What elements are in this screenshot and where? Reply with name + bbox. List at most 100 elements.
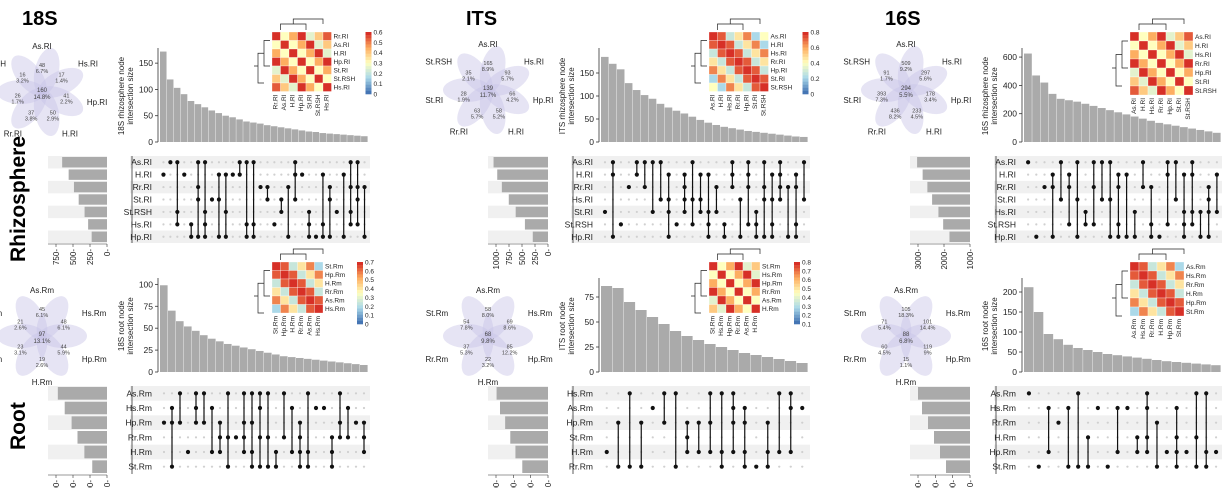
matrix-dot-inactive — [619, 210, 623, 214]
venn-petal — [484, 84, 530, 115]
heatmap-cell — [1156, 85, 1167, 96]
matrix-dot-inactive — [1084, 198, 1087, 201]
heatmap-row-label: H.RI — [334, 50, 347, 57]
color-scale-tick-label: 0.8 — [811, 30, 820, 37]
matrix-dot-inactive — [273, 161, 276, 164]
matrix-dot-inactive — [1133, 198, 1136, 201]
venn-petal — [485, 324, 533, 348]
venn-set-label: Rr.RI — [4, 129, 22, 138]
venn-petal-percent: 5.4% — [878, 326, 891, 332]
matrix-dot-inactive — [169, 223, 172, 226]
matrix-row-stripe — [994, 205, 1222, 219]
matrix-dot-inactive — [1047, 465, 1050, 468]
heatmap-cell — [1129, 67, 1140, 78]
matrix-dot-inactive — [162, 465, 166, 468]
heatmap-column-label: H.Rm — [752, 316, 759, 333]
intersection-bar — [250, 122, 257, 142]
set-size-bar — [918, 387, 970, 400]
intersection-bar — [201, 107, 209, 142]
matrix-dot-inactive — [335, 235, 338, 238]
matrix-dot-inactive — [1136, 406, 1139, 410]
matrix-dot-active — [634, 160, 639, 165]
matrix-dot-active — [618, 222, 624, 227]
intersection-bar — [681, 336, 693, 372]
matrix-set-label: Rr.RI — [574, 182, 593, 192]
color-scale-step — [365, 59, 372, 64]
heatmap-cell — [280, 40, 290, 50]
venn-petal-count: 165 — [483, 61, 492, 67]
venn-petal — [903, 324, 951, 348]
intersection-bar — [1181, 362, 1192, 372]
intersection-bar — [688, 116, 697, 142]
color-scale-step — [802, 41, 809, 45]
intersection-bar — [180, 94, 188, 142]
matrix-dot-inactive — [1027, 210, 1030, 214]
color-scale-step — [794, 320, 800, 325]
matrix-dot-inactive — [1136, 465, 1139, 468]
intersection-bar — [200, 335, 208, 372]
heatmap-column-label: St.RSH — [761, 94, 768, 116]
heatmap-cell — [751, 82, 761, 92]
matrix-dot-inactive — [202, 465, 206, 468]
intersection-bar — [222, 115, 229, 142]
set-size-bar — [62, 157, 107, 168]
matrix-dot-inactive — [731, 235, 734, 238]
matrix-dot-inactive — [755, 185, 758, 189]
matrix-dot-inactive — [802, 235, 806, 238]
heatmap-cell — [288, 31, 298, 41]
heatmap-cell — [1165, 76, 1176, 87]
heatmap-cell — [314, 287, 324, 297]
intersection-bar — [248, 349, 256, 372]
venn-petal-count: 26 — [15, 94, 21, 100]
intersection-bar — [354, 135, 361, 142]
color-scale-step — [794, 274, 800, 278]
matrix-dot-inactive — [210, 235, 214, 238]
heatmap-cell — [1174, 58, 1185, 69]
venn-petal-count: 105 — [901, 307, 910, 313]
venn-set-label: St.RSH — [0, 59, 6, 68]
heatmap-cell — [1147, 58, 1158, 69]
matrix-dot-inactive — [178, 450, 182, 454]
set-size-bar — [84, 206, 107, 218]
matrix-dot-inactive — [663, 465, 666, 468]
venn-set-label: As.RI — [478, 40, 498, 49]
matrix-dot-active — [1099, 160, 1105, 165]
venn-petal-count: 178 — [926, 92, 935, 98]
intersection-bar — [728, 128, 736, 142]
matrix-dot-inactive — [183, 235, 186, 238]
heatmap-cell — [271, 65, 281, 75]
matrix-dot-inactive — [709, 465, 712, 468]
heatmap-cell — [280, 74, 290, 84]
column-dendrogram — [717, 248, 761, 260]
matrix-set-label: St.RSH — [565, 219, 593, 229]
matrix-dot-inactive — [1191, 235, 1194, 238]
heatmap-cell — [717, 304, 727, 314]
heatmap-row-label: St.Rm — [325, 263, 343, 270]
intersection-bar — [768, 133, 776, 142]
matrix-dot-inactive — [697, 392, 700, 395]
heatmap-cell — [751, 31, 761, 41]
heatmap-cell — [1129, 31, 1140, 42]
matrix-dot-inactive — [183, 161, 186, 164]
y-tick-label: 100 — [139, 84, 153, 94]
matrix-dot-active — [1173, 160, 1178, 165]
venn-set-label: St.RI — [425, 96, 443, 105]
intersection-bar — [272, 354, 280, 372]
matrix-set-label: Hp.RI — [994, 232, 1016, 242]
heatmap-cell — [708, 278, 718, 288]
heatmap-column-label: Hs.RI — [727, 94, 734, 110]
heatmap-column-label: Hs.Rm — [1140, 319, 1147, 339]
set-size-bar — [943, 219, 970, 230]
color-scale-step — [802, 59, 809, 64]
heatmap-cell — [1183, 67, 1194, 78]
color-scale-step — [794, 311, 800, 315]
heatmap-cell — [717, 48, 727, 58]
color-scale-step — [794, 286, 800, 291]
matrix-dot-inactive — [779, 235, 782, 238]
venn-petal-percent: 5.3% — [460, 351, 473, 357]
heatmap-cell — [297, 270, 307, 280]
venn-set-label: As.Rm — [894, 286, 918, 295]
matrix-dot-inactive — [683, 161, 686, 164]
heatmap-cell — [751, 261, 761, 271]
heatmap-row-label: Hs.Rm — [762, 272, 782, 279]
